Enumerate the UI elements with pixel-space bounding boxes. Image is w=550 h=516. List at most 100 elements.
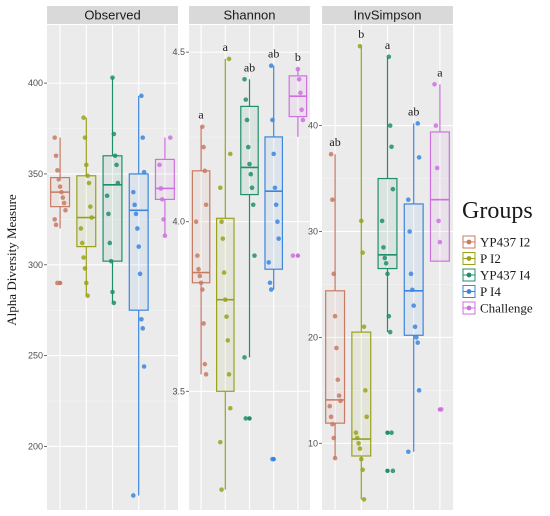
data-point bbox=[336, 393, 342, 398]
data-point bbox=[131, 493, 136, 498]
data-point bbox=[110, 75, 115, 80]
data-point bbox=[290, 253, 296, 258]
significance-letter: ab bbox=[408, 104, 419, 118]
legend-item-challenge: Challenge bbox=[462, 301, 533, 316]
data-point bbox=[407, 229, 412, 234]
data-point bbox=[59, 189, 64, 195]
significance-letter: ab bbox=[329, 135, 340, 149]
data-point bbox=[84, 280, 89, 286]
data-point bbox=[112, 153, 118, 159]
outlier-point bbox=[295, 253, 301, 258]
data-point bbox=[140, 135, 146, 140]
facet-strip-label: Observed bbox=[84, 8, 140, 23]
legend-label: P I4 bbox=[480, 284, 501, 299]
data-point bbox=[415, 121, 421, 126]
data-point bbox=[438, 407, 444, 412]
data-point bbox=[298, 90, 303, 96]
data-point bbox=[296, 76, 302, 82]
data-point bbox=[203, 372, 209, 377]
box-yp437-i2: a bbox=[191, 108, 211, 377]
data-point bbox=[141, 169, 147, 175]
legend-item-p-i4: P I4 bbox=[462, 284, 501, 299]
box-iqr bbox=[325, 290, 346, 424]
data-point bbox=[219, 219, 224, 225]
data-point bbox=[107, 240, 113, 246]
box-iqr bbox=[102, 155, 123, 262]
box-iqr bbox=[264, 136, 284, 270]
data-point bbox=[244, 117, 250, 123]
data-point bbox=[295, 66, 301, 72]
data-point bbox=[141, 364, 147, 369]
data-point bbox=[85, 293, 90, 298]
box-iqr bbox=[128, 173, 149, 311]
data-point bbox=[248, 171, 254, 177]
box-iqr bbox=[351, 331, 372, 457]
data-point bbox=[162, 233, 168, 239]
y-tick-label: 40 bbox=[308, 121, 318, 131]
data-point bbox=[218, 185, 223, 191]
data-point bbox=[243, 97, 249, 102]
data-point bbox=[275, 219, 280, 225]
data-point bbox=[387, 329, 393, 335]
data-point bbox=[270, 117, 275, 123]
significance-letter: a bbox=[198, 108, 204, 122]
data-point bbox=[357, 446, 363, 451]
data-point bbox=[56, 177, 62, 182]
box-p-i4 bbox=[128, 93, 149, 498]
data-point bbox=[226, 372, 232, 377]
y-tick-label: 4.5 bbox=[172, 47, 185, 57]
data-point bbox=[224, 314, 229, 319]
data-point bbox=[386, 313, 392, 319]
data-point bbox=[219, 487, 224, 492]
box-yp437-i4 bbox=[102, 75, 123, 306]
data-point bbox=[161, 217, 166, 222]
data-point bbox=[334, 345, 339, 351]
box-p-i4: ab bbox=[264, 47, 284, 462]
y-tick-label: 250 bbox=[28, 351, 43, 361]
significance-letter: ab bbox=[244, 60, 255, 74]
data-point bbox=[354, 435, 360, 441]
data-point bbox=[220, 236, 226, 241]
data-point bbox=[110, 289, 115, 295]
legend-key-point bbox=[466, 289, 472, 294]
data-point bbox=[104, 193, 110, 199]
data-point bbox=[432, 82, 437, 87]
data-point bbox=[114, 162, 119, 168]
box-p-i2 bbox=[76, 115, 97, 298]
y-tick-label: 300 bbox=[28, 260, 43, 270]
data-point bbox=[88, 204, 93, 209]
data-point bbox=[135, 226, 140, 231]
data-point bbox=[86, 180, 92, 186]
data-point bbox=[273, 202, 279, 208]
data-point bbox=[327, 403, 333, 409]
legend-title: Groups bbox=[462, 198, 533, 224]
significance-letter: a bbox=[385, 38, 391, 52]
data-point bbox=[115, 180, 121, 186]
data-point bbox=[331, 435, 337, 441]
data-point bbox=[434, 165, 440, 171]
outlier-point bbox=[385, 468, 390, 474]
data-point bbox=[226, 56, 232, 62]
data-point bbox=[389, 144, 394, 150]
box-iqr bbox=[429, 131, 450, 262]
data-point bbox=[415, 340, 421, 345]
data-point bbox=[55, 280, 60, 286]
y-tick-label: 30 bbox=[308, 226, 318, 236]
data-point bbox=[227, 405, 233, 411]
legend-label: YP437 I4 bbox=[480, 268, 531, 283]
data-point bbox=[63, 207, 68, 213]
data-point bbox=[227, 151, 233, 157]
data-point bbox=[81, 255, 86, 260]
data-point bbox=[111, 131, 117, 137]
box-p-i2: b bbox=[351, 27, 372, 502]
data-point bbox=[158, 186, 164, 191]
data-point bbox=[218, 439, 223, 445]
data-point bbox=[196, 266, 201, 272]
data-point bbox=[356, 440, 361, 446]
data-point bbox=[381, 245, 386, 250]
data-point bbox=[89, 215, 94, 220]
data-point bbox=[157, 162, 162, 168]
data-point bbox=[338, 398, 343, 404]
